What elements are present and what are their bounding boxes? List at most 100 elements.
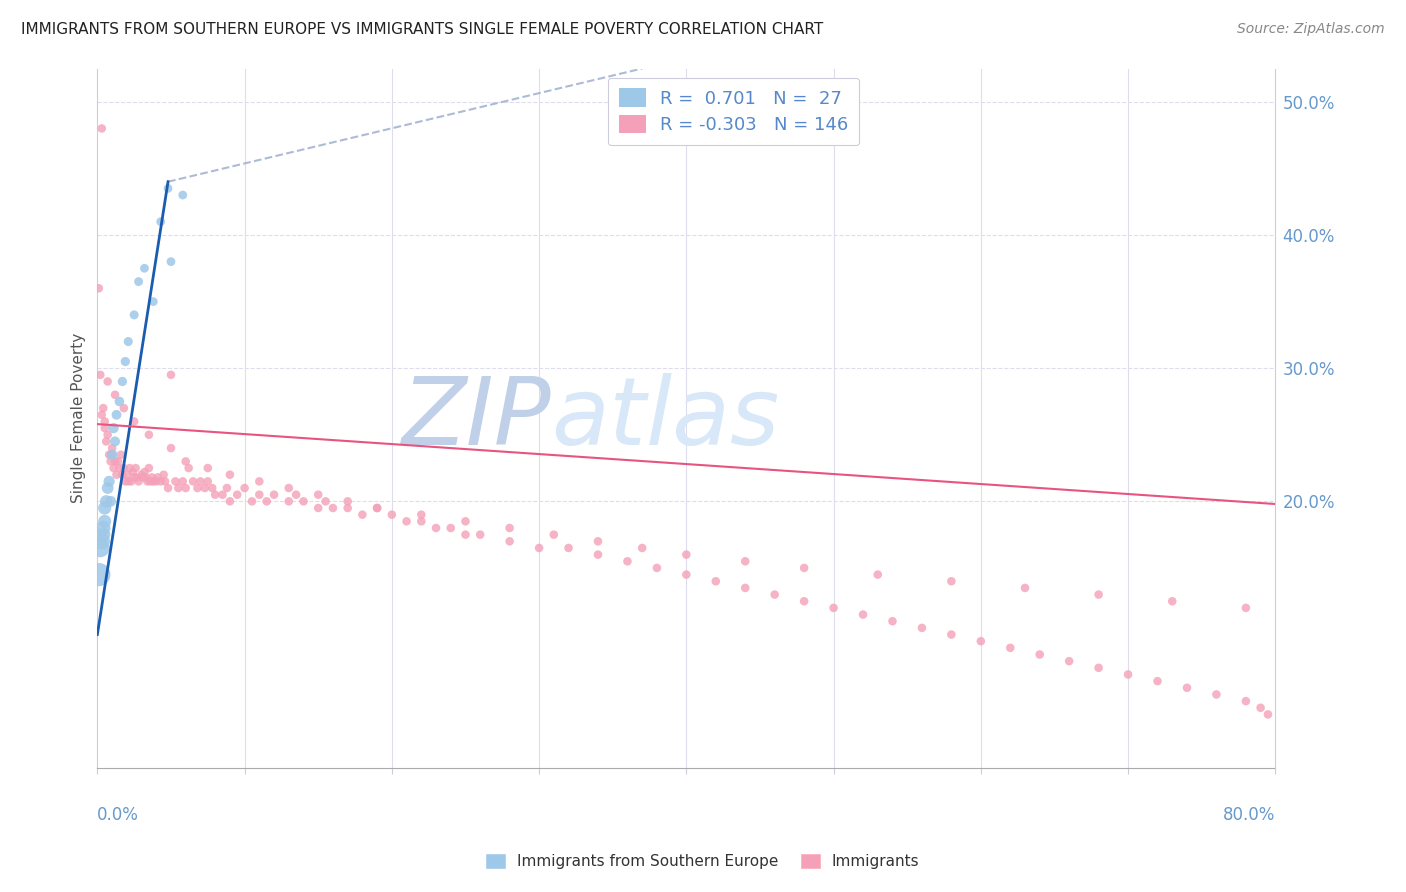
Point: [149, 215, 172, 229]
Point: [93, 514, 115, 528]
Point: [256, 494, 278, 508]
Point: [292, 494, 315, 508]
Point: [616, 554, 638, 568]
Point: [122, 308, 145, 322]
Point: [124, 461, 146, 475]
Point: [440, 521, 463, 535]
Point: [91, 401, 114, 416]
Point: [103, 461, 125, 475]
Point: [108, 461, 131, 475]
Point: [138, 427, 160, 442]
Point: [197, 461, 219, 475]
Point: [395, 514, 418, 528]
Point: [734, 581, 756, 595]
Point: [793, 561, 815, 575]
Point: [174, 454, 197, 468]
Point: [174, 481, 197, 495]
Point: [120, 475, 142, 489]
Point: [1087, 661, 1109, 675]
Text: ZIP: ZIP: [401, 373, 551, 464]
Point: [134, 465, 156, 479]
Point: [138, 461, 160, 475]
Point: [104, 454, 127, 468]
Point: [793, 594, 815, 608]
Point: [104, 388, 127, 402]
Point: [631, 541, 654, 555]
Point: [131, 467, 153, 482]
Point: [277, 481, 299, 495]
Text: IMMIGRANTS FROM SOUTHERN EUROPE VS IMMIGRANTS SINGLE FEMALE POVERTY CORRELATION : IMMIGRANTS FROM SOUTHERN EUROPE VS IMMIG…: [21, 22, 824, 37]
Point: [1234, 694, 1257, 708]
Point: [136, 475, 159, 489]
Point: [115, 467, 138, 482]
Point: [263, 488, 285, 502]
Point: [153, 475, 176, 489]
Point: [307, 488, 329, 502]
Point: [112, 461, 135, 475]
Point: [1250, 700, 1272, 714]
Point: [105, 467, 128, 482]
Point: [411, 514, 433, 528]
Point: [454, 514, 477, 528]
Point: [107, 454, 129, 468]
Text: Source: ZipAtlas.com: Source: ZipAtlas.com: [1237, 22, 1385, 37]
Point: [111, 375, 134, 389]
Point: [141, 470, 163, 484]
Point: [128, 275, 150, 289]
Point: [366, 501, 388, 516]
Point: [121, 465, 143, 479]
Point: [114, 354, 136, 368]
Point: [146, 470, 169, 484]
Point: [586, 534, 609, 549]
Point: [104, 434, 127, 449]
Point: [645, 561, 668, 575]
Point: [90, 408, 112, 422]
Text: 0.0%: 0.0%: [97, 806, 139, 824]
Point: [112, 401, 135, 416]
Point: [498, 521, 520, 535]
Point: [167, 481, 190, 495]
Point: [941, 574, 963, 589]
Point: [941, 627, 963, 641]
Text: atlas: atlas: [551, 373, 779, 464]
Point: [307, 501, 329, 516]
Point: [160, 441, 183, 455]
Point: [454, 527, 477, 541]
Point: [190, 475, 212, 489]
Point: [734, 554, 756, 568]
Point: [142, 475, 165, 489]
Point: [852, 607, 875, 622]
Point: [98, 448, 121, 462]
Point: [93, 421, 115, 435]
Point: [132, 470, 155, 484]
Point: [165, 475, 187, 489]
Point: [114, 475, 136, 489]
Point: [557, 541, 579, 555]
Point: [149, 475, 172, 489]
Point: [527, 541, 550, 555]
Point: [1175, 681, 1198, 695]
Point: [87, 567, 110, 582]
Point: [101, 448, 124, 462]
Point: [218, 494, 240, 508]
Legend: Immigrants from Southern Europe, Immigrants: Immigrants from Southern Europe, Immigra…: [481, 848, 925, 875]
Y-axis label: Single Female Poverty: Single Female Poverty: [72, 333, 86, 503]
Point: [93, 501, 115, 516]
Point: [160, 368, 183, 382]
Point: [247, 488, 270, 502]
Point: [91, 521, 114, 535]
Point: [111, 467, 134, 482]
Point: [105, 408, 128, 422]
Point: [194, 481, 217, 495]
Point: [89, 541, 111, 555]
Point: [117, 334, 139, 349]
Point: [1205, 688, 1227, 702]
Point: [186, 481, 208, 495]
Point: [247, 475, 270, 489]
Point: [157, 181, 180, 195]
Point: [128, 475, 150, 489]
Point: [704, 574, 727, 589]
Point: [1000, 640, 1022, 655]
Point: [181, 475, 204, 489]
Point: [352, 508, 374, 522]
